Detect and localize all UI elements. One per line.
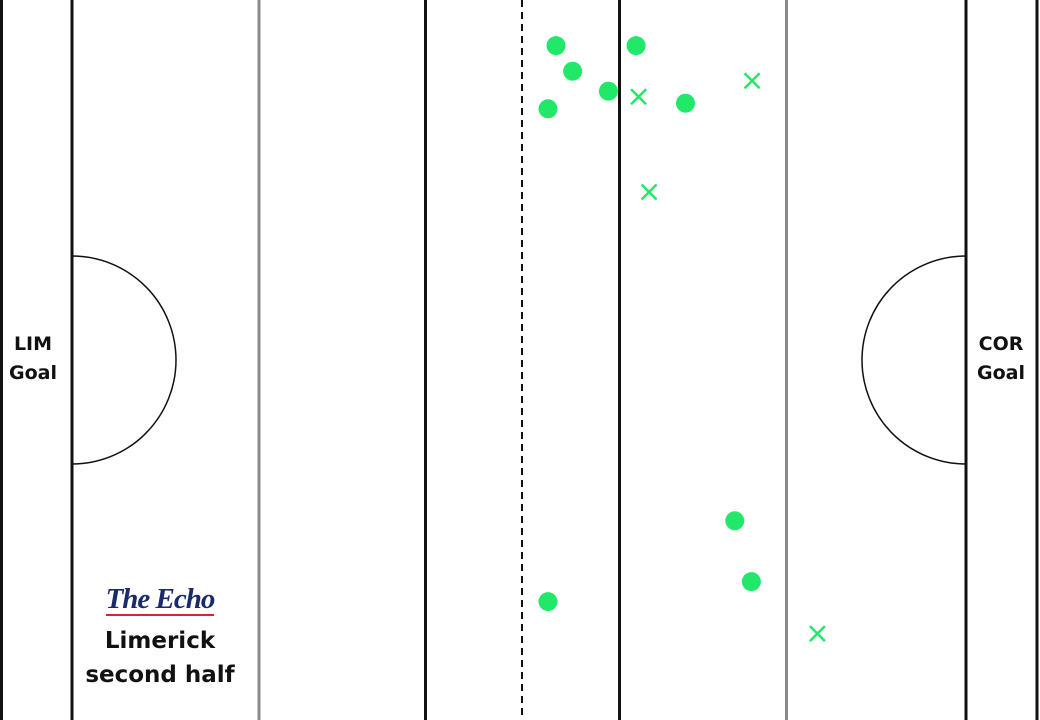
caption-line-1: Limerick [104, 628, 216, 654]
score-marker [538, 99, 558, 119]
miss-marker [743, 72, 761, 90]
left-goal-team: LIM [13, 333, 53, 355]
echo-logo: The Echo [105, 583, 215, 616]
miss-marker [630, 88, 647, 106]
score-marker [626, 36, 646, 56]
right-d-arc [861, 255, 967, 465]
chart-caption: Limerick second half [60, 624, 260, 692]
left-d-arc [71, 255, 177, 465]
miss-marker [640, 183, 658, 201]
score-marker [598, 81, 618, 101]
shot-markers [538, 36, 826, 642]
score-marker [563, 61, 583, 81]
brand-block: The Echo Limerick second half [60, 584, 260, 692]
caption-line-2: second half [85, 662, 235, 688]
score-marker [741, 572, 761, 592]
miss-marker [809, 625, 826, 642]
miss-marker-stroke [630, 88, 647, 106]
miss-marker-stroke [640, 183, 658, 201]
right-goal-team: COR [978, 333, 1024, 355]
score-marker [725, 511, 745, 531]
left-goal-word: Goal [9, 362, 57, 384]
score-marker [538, 592, 558, 612]
right-goal-label: COR Goal [971, 330, 1031, 388]
right-goal-word: Goal [977, 362, 1025, 384]
left-goal-label: LIM Goal [3, 330, 63, 388]
miss-marker-stroke [809, 625, 826, 642]
miss-marker-stroke [743, 72, 761, 90]
score-marker [546, 36, 566, 56]
score-marker [676, 93, 695, 113]
